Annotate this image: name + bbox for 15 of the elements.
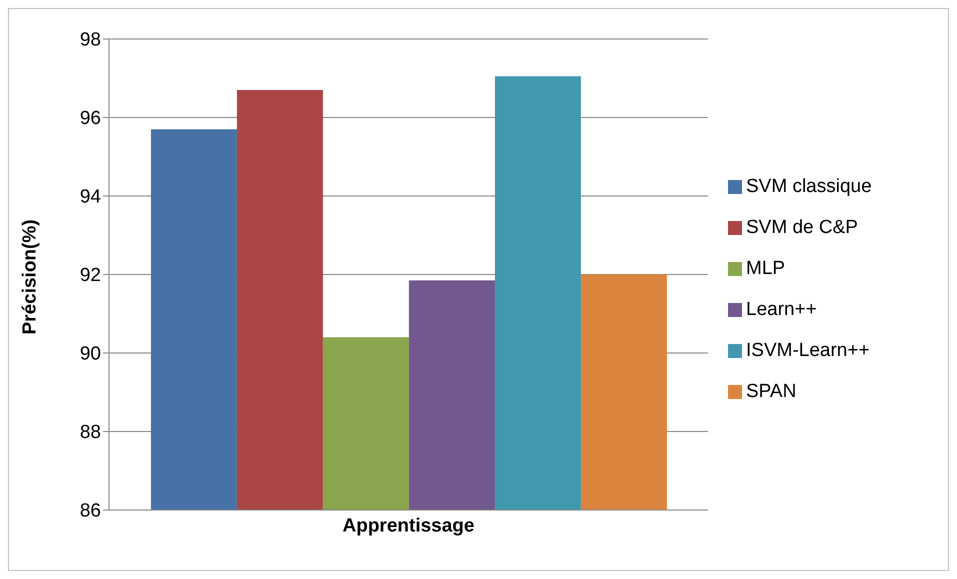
y-tick-label: 92 bbox=[80, 265, 101, 286]
legend-label: SVM de C&P bbox=[746, 216, 858, 238]
y-tick-label: 90 bbox=[80, 344, 101, 365]
y-tick-label: 96 bbox=[80, 108, 101, 130]
legend-label: SVM classique bbox=[746, 176, 872, 196]
x-tick-label: Apprentissage bbox=[342, 515, 474, 536]
y-tick-label: 98 bbox=[80, 30, 101, 51]
y-tick-label: 94 bbox=[80, 186, 102, 208]
y-tick-label: 88 bbox=[80, 422, 101, 444]
legend-label: SPAN bbox=[746, 380, 796, 402]
legend-label: Learn++ bbox=[746, 298, 817, 320]
y-tick-label: 86 bbox=[80, 500, 101, 522]
legend-label: ISVM-Learn++ bbox=[746, 340, 870, 360]
legend-label: MLP bbox=[746, 258, 786, 278]
y-axis-title: Précision(%) bbox=[20, 219, 41, 334]
